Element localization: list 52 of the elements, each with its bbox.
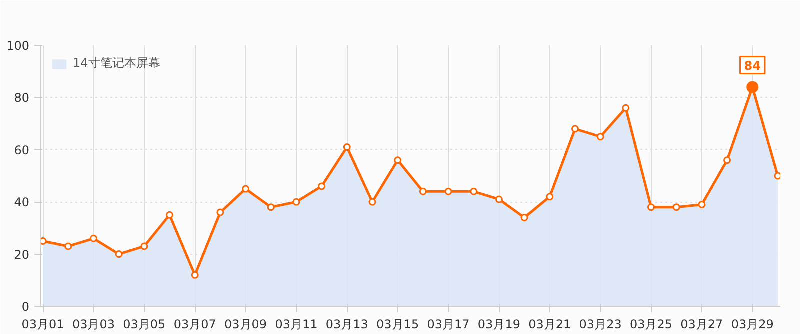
point [672, 204, 680, 212]
point [166, 211, 174, 219]
point [698, 200, 706, 208]
x-tick-label: 03月05 [123, 318, 166, 332]
point [546, 193, 554, 201]
point [368, 198, 376, 206]
point [90, 234, 98, 242]
point [724, 156, 732, 164]
y-tick-label: 40 [14, 196, 30, 210]
x-tick-label: 03月01 [22, 318, 64, 332]
point [191, 271, 199, 279]
point [140, 242, 148, 250]
point [216, 208, 224, 216]
y-tick-label: 20 [14, 248, 30, 262]
point [115, 250, 123, 258]
point [444, 188, 452, 196]
point [394, 156, 402, 164]
y-tick-label: 80 [14, 91, 30, 106]
point [520, 214, 528, 222]
point [343, 144, 351, 152]
x-tick-label: 03月27 [680, 318, 724, 332]
legend-label: 14寸笔记本屏幕 [73, 55, 160, 72]
point [470, 188, 478, 196]
point [495, 196, 503, 204]
x-tick-label: 03月19 [478, 318, 520, 332]
x-tick-label: 03月23 [579, 318, 622, 332]
x-tick-label: 03月11 [275, 318, 318, 332]
point [596, 133, 604, 141]
point [318, 182, 326, 190]
x-tick-label: 03月17 [427, 318, 470, 332]
x-tick-label: 03月07 [174, 318, 216, 332]
y-tick-label: 100 [6, 39, 30, 53]
point [774, 172, 780, 180]
point [648, 204, 656, 212]
point [40, 238, 47, 245]
point [622, 104, 630, 112]
x-tick-label: 03月25 [630, 318, 673, 332]
x-tick-label: 03月21 [528, 318, 572, 332]
point [571, 125, 579, 133]
point [64, 242, 72, 250]
point [419, 188, 427, 196]
y-tick-label: 60 [14, 143, 30, 158]
point [242, 185, 250, 193]
x-tick-label: 03月29 [731, 318, 774, 332]
point [267, 204, 275, 212]
x-tick-label: 03月09 [224, 318, 268, 332]
x-tick-label: 03月13 [326, 318, 368, 332]
annotation: 84 [744, 58, 761, 73]
x-tick-label: 03月15 [376, 318, 420, 332]
point [292, 198, 300, 206]
y-tick-label: 0 [22, 300, 30, 314]
x-tick-label: 03月03 [72, 318, 115, 332]
